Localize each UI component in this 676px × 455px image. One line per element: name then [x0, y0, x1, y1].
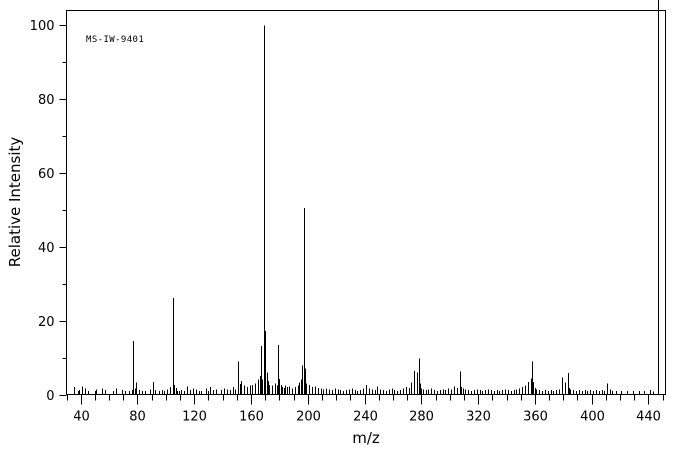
plot-frame [66, 10, 666, 395]
sample-id-annotation: MS-IW-9401 [86, 35, 144, 45]
x-tick-label: 440 [636, 410, 661, 425]
y-tick-label: 40 [38, 241, 55, 256]
y-tick-label: 0 [46, 389, 54, 404]
x-axis-tick-labels: 40 80 120 160 200 240 280 320 360 400 440 [73, 410, 661, 425]
x-tick-label: 240 [353, 410, 378, 425]
x-tick-label: 200 [296, 410, 321, 425]
y-tick-label: 20 [38, 315, 55, 330]
x-axis-title: m/z [352, 429, 380, 447]
x-tick-label: 360 [523, 410, 548, 425]
x-tick-label: 120 [182, 410, 207, 425]
x-tick-label: 280 [409, 410, 434, 425]
x-axis-ticks [67, 394, 664, 405]
y-axis-ticks [59, 25, 67, 396]
y-axis-title: Relative Intensity [6, 137, 24, 268]
y-tick-label: 100 [30, 19, 55, 34]
x-tick-label: 320 [466, 410, 491, 425]
x-tick-label: 40 [73, 410, 90, 425]
x-tick-label: 80 [129, 410, 146, 425]
y-axis-tick-labels: 0 20 40 60 80 100 [30, 19, 55, 404]
x-tick-label: 400 [580, 410, 605, 425]
y-tick-label: 80 [38, 93, 55, 108]
spectrum-peaks [74, 0, 659, 395]
y-tick-label: 60 [38, 167, 55, 182]
x-tick-label: 160 [239, 410, 264, 425]
